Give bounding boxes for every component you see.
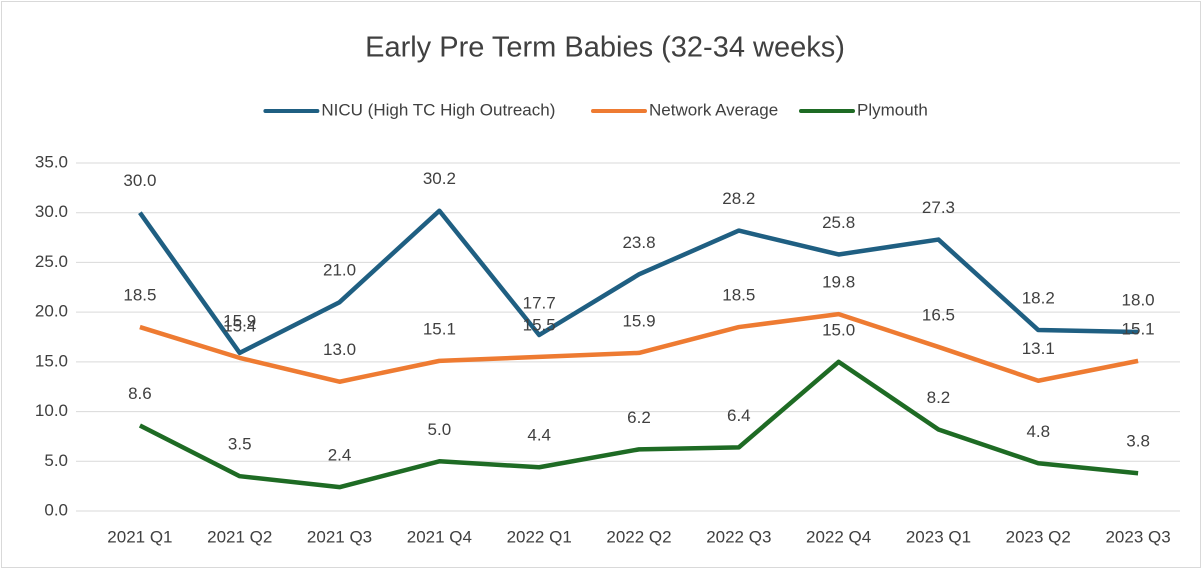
data-label: 17.7 (523, 293, 556, 312)
data-label: 28.2 (722, 189, 755, 208)
data-label: 18.5 (722, 286, 755, 305)
data-label: 16.5 (922, 305, 955, 324)
legend-label: Plymouth (857, 100, 928, 119)
chart-title: Early Pre Term Babies (32-34 weeks) (365, 32, 845, 64)
x-tick-label: 2022 Q3 (706, 527, 771, 546)
data-label: 2.4 (328, 446, 352, 465)
x-tick-label: 2022 Q2 (606, 527, 671, 546)
x-tick-label: 2023 Q2 (1006, 527, 1071, 546)
data-label: 30.0 (123, 171, 156, 190)
y-tick-label: 10.0 (35, 401, 68, 420)
data-label: 30.2 (423, 169, 456, 188)
data-label: 6.4 (727, 406, 751, 425)
y-tick-label: 30.0 (35, 202, 68, 221)
x-tick-label: 2022 Q4 (806, 527, 871, 546)
y-tick-label: 15.0 (35, 351, 68, 370)
data-label: 15.4 (223, 316, 256, 335)
series-line (139, 311, 1139, 384)
data-label: 25.8 (822, 213, 855, 232)
x-tick-label: 2021 Q2 (207, 527, 272, 546)
data-label: 19.8 (822, 273, 855, 292)
data-label: 4.4 (527, 426, 551, 445)
data-label: 21.0 (323, 261, 356, 280)
y-tick-label: 35.0 (35, 152, 68, 171)
x-tick-label: 2021 Q1 (107, 527, 172, 546)
data-label: 6.2 (627, 408, 651, 427)
data-label: 3.8 (1126, 432, 1150, 451)
x-tick-label: 2023 Q3 (1105, 527, 1170, 546)
x-tick-label: 2023 Q1 (906, 527, 971, 546)
data-label: 8.6 (128, 384, 152, 403)
data-label: 13.1 (1022, 339, 1055, 358)
x-tick-label: 2021 Q3 (307, 527, 372, 546)
data-label: 13.0 (323, 340, 356, 359)
data-label: 15.5 (523, 315, 556, 334)
y-tick-label: 25.0 (35, 252, 68, 271)
data-label: 15.1 (1122, 319, 1155, 338)
data-label: 5.0 (428, 420, 452, 439)
data-label: 18.0 (1122, 291, 1155, 310)
data-label: 18.2 (1022, 289, 1055, 308)
legend-label: NICU (High TC High Outreach) (321, 100, 555, 119)
data-label: 15.9 (223, 311, 256, 330)
data-label: 3.5 (228, 435, 252, 454)
y-tick-label: 20.0 (35, 302, 68, 321)
legend-label: Network Average (649, 100, 778, 119)
y-tick-label: 0.0 (44, 500, 68, 519)
data-label: 15.1 (423, 319, 456, 338)
series-line (138, 208, 1139, 356)
series-line (138, 359, 1139, 490)
x-tick-label: 2021 Q4 (407, 527, 472, 546)
data-label: 18.5 (123, 286, 156, 305)
x-tick-label: 2022 Q1 (507, 527, 572, 546)
data-label: 23.8 (622, 233, 655, 252)
data-label: 27.3 (922, 198, 955, 217)
data-label: 15.9 (622, 311, 655, 330)
y-tick-label: 5.0 (44, 451, 68, 470)
data-label: 8.2 (927, 388, 951, 407)
data-label: 4.8 (1026, 422, 1050, 441)
data-label: 15.0 (822, 320, 855, 339)
